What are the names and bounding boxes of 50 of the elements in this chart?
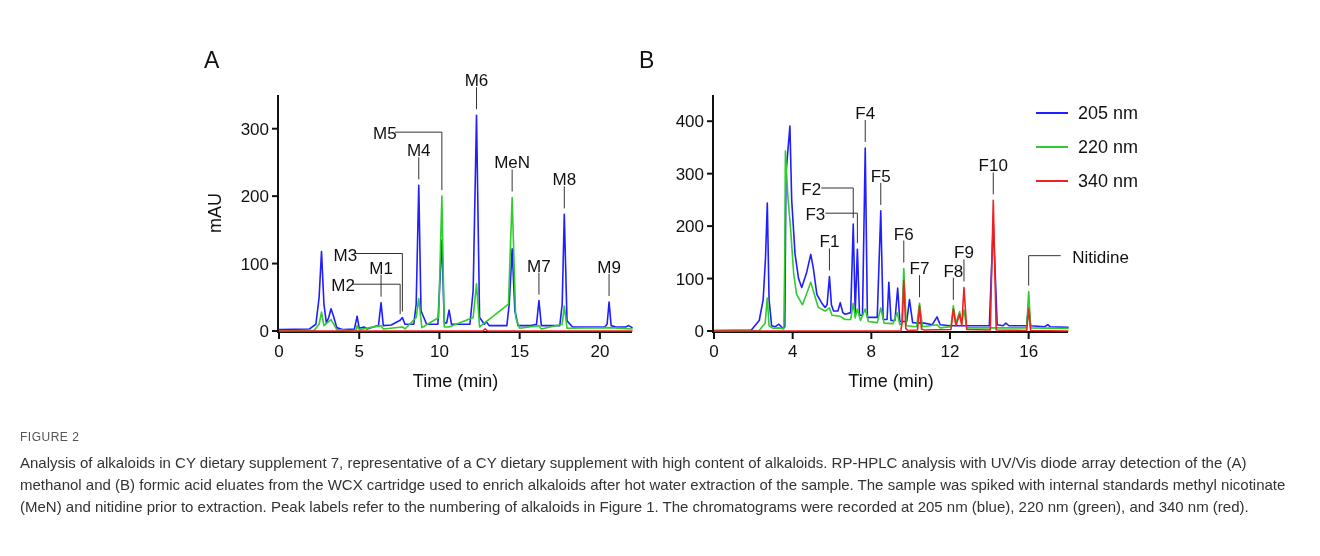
- x-tick-label: 0: [709, 342, 719, 361]
- x-tick-label: 10: [429, 342, 449, 361]
- x-tick-label: 4: [787, 342, 798, 361]
- y-tick-label: 400: [675, 112, 704, 132]
- annotation: F4: [855, 103, 876, 123]
- annotation: F1: [819, 232, 840, 252]
- x-tick-label: 8: [866, 342, 877, 361]
- x-axis-title: Time (min): [412, 371, 499, 391]
- annotation: F8: [943, 261, 964, 281]
- x-tick-label: 16: [1019, 342, 1039, 361]
- y-tick-label: 100: [240, 254, 269, 274]
- x-axis-title: Time (min): [848, 371, 934, 391]
- annotation: M2: [331, 276, 355, 296]
- annotation: M9: [597, 258, 621, 278]
- chart-title: A: [204, 47, 220, 73]
- legend-label: 205 nm: [1078, 103, 1139, 123]
- chart-title: B: [639, 47, 655, 73]
- annotation: M8: [552, 170, 577, 190]
- text: Analysis of alkaloids in CY dietary supplement 7, representative of a CY dietary supplement with high content of alkaloids. RP-HPLC analysis with UV/Vis diode array detection of the (A) methanol and (B) formic acid eluates from the WCX cartridge used to enrich alkaloids after hot water extraction of the sample. The sample was spiked with internal standards methyl nicotinate (MeN) and nitidine prior to extraction. Peak labels refer to the numbering of alkaloids in Figure 1. The chromatograms were recorded at 205 nm (blue), 220 nm (green), and 340 nm (red).: [20, 453, 1287, 517]
- x-tick-label: 20: [590, 342, 610, 361]
- annotation: MeN: [494, 153, 531, 173]
- annotation: M6: [464, 71, 489, 91]
- annotation: M1: [369, 258, 393, 278]
- y-tick-label: 200: [240, 187, 269, 207]
- annotation: Nitidine: [1072, 247, 1130, 267]
- y-tick-label: 300: [240, 119, 269, 139]
- annotation: M7: [527, 256, 551, 276]
- annotation: M4: [406, 141, 431, 161]
- caption: FIGURE 2: [20, 429, 81, 446]
- legend-label: 220 nm: [1078, 137, 1139, 157]
- y-tick-label: 0: [694, 322, 704, 341]
- y-axis-title: mAU: [205, 193, 225, 233]
- x-tick-label: 15: [510, 342, 530, 361]
- y-tick-label: 100: [675, 269, 704, 289]
- y-tick-label: 200: [675, 217, 704, 237]
- annotation: F6: [893, 224, 914, 244]
- y-tick-label: 0: [259, 322, 269, 341]
- x-tick-label: 5: [354, 342, 364, 361]
- annotation: M5: [373, 124, 397, 144]
- y-tick-label: 300: [675, 164, 704, 184]
- annotation: F9: [954, 243, 974, 263]
- annotation: F2: [801, 180, 822, 200]
- annotation: F5: [870, 166, 891, 186]
- legend-label: 340 nm: [1078, 171, 1139, 191]
- x-tick-label: 0: [274, 342, 284, 361]
- x-tick-label: 12: [940, 342, 960, 361]
- annotation: F10: [978, 156, 1008, 176]
- annotation: M3: [333, 245, 358, 265]
- annotation: F3: [805, 205, 826, 225]
- annotation: F7: [909, 259, 930, 279]
